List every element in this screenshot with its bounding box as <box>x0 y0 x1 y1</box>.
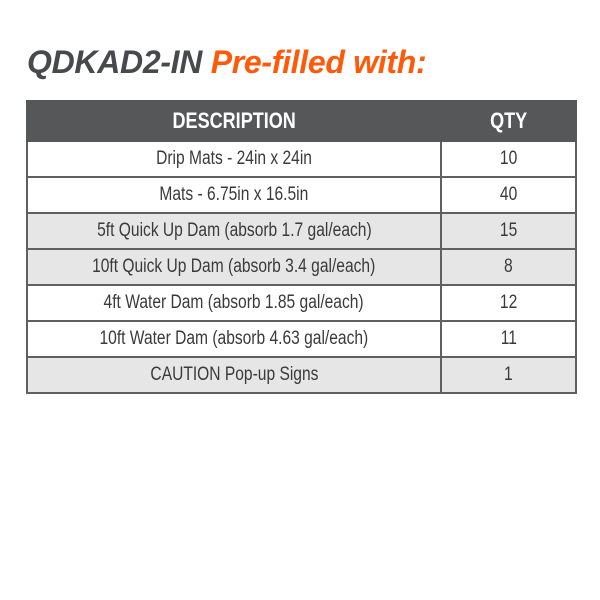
row-qty: 11 <box>440 320 577 358</box>
row-qty: 15 <box>440 212 577 250</box>
table-row: Mats - 6.75in x 16.5in 40 <box>26 176 577 214</box>
row-description: Drip Mats - 24in x 24in <box>26 140 442 178</box>
header-qty: QTY <box>440 100 577 142</box>
row-qty: 40 <box>440 176 577 214</box>
page-title: QDKAD2-IN Pre-filled with: <box>27 44 427 81</box>
table-row: 10ft Water Dam (absorb 4.63 gal/each) 11 <box>26 320 577 358</box>
title-subtitle: Pre-filled with: <box>210 44 427 80</box>
row-qty: 12 <box>440 284 577 322</box>
table-row: 4ft Water Dam (absorb 1.85 gal/each) 12 <box>26 284 577 322</box>
table-row: 10ft Quick Up Dam (absorb 3.4 gal/each) 8 <box>26 248 577 286</box>
row-description: 5ft Quick Up Dam (absorb 1.7 gal/each) <box>26 212 442 250</box>
table-row: CAUTION Pop-up Signs 1 <box>26 356 577 394</box>
row-description: 10ft Quick Up Dam (absorb 3.4 gal/each) <box>26 248 442 286</box>
row-qty: 1 <box>440 356 577 394</box>
product-code: QDKAD2-IN <box>27 44 203 80</box>
table-row: 5ft Quick Up Dam (absorb 1.7 gal/each) 15 <box>26 212 577 250</box>
contents-table: DESCRIPTION QTY Drip Mats - 24in x 24in 1… <box>26 100 577 394</box>
row-qty: 8 <box>440 248 577 286</box>
header-description: DESCRIPTION <box>26 100 442 142</box>
table-header-row: DESCRIPTION QTY <box>26 100 577 142</box>
row-description: CAUTION Pop-up Signs <box>26 356 442 394</box>
row-description: 10ft Water Dam (absorb 4.63 gal/each) <box>26 320 442 358</box>
table-row: Drip Mats - 24in x 24in 10 <box>26 140 577 178</box>
row-qty: 10 <box>440 140 577 178</box>
row-description: Mats - 6.75in x 16.5in <box>26 176 442 214</box>
row-description: 4ft Water Dam (absorb 1.85 gal/each) <box>26 284 442 322</box>
